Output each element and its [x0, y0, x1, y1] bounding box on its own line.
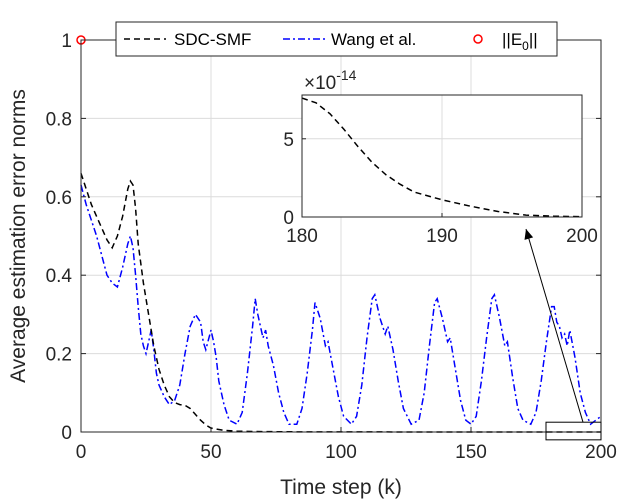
inset-x-tick-label: 190 — [426, 226, 458, 247]
inset-x-tick-label: 180 — [286, 226, 318, 247]
zoom-arrow-head — [524, 229, 534, 240]
inset-exponent-base: ×10 — [304, 73, 336, 94]
series-line-sdc-smf — [80, 173, 601, 433]
zoom-box — [545, 421, 602, 441]
legend-label-e0: ||E0|| — [502, 30, 538, 53]
legend-items: SDC-SMF Wang et al. ||E0|| — [124, 30, 538, 53]
x-tick-label: 200 — [585, 442, 617, 463]
y-tick-label: 0.8 — [46, 109, 72, 130]
inset-ticks: 180 190 200 0 5 — [283, 130, 597, 247]
y-tick-label: 0.2 — [46, 345, 72, 366]
legend-swatch-e0 — [473, 34, 483, 44]
inset-plot: 180 190 200 0 5 ×10-14 — [283, 67, 597, 247]
x-tick-label: 50 — [200, 442, 221, 463]
y-tick-label: 0 — [61, 423, 72, 444]
y-axis-title: Average estimation error norms — [7, 89, 30, 383]
y-tick-label: 0.4 — [46, 266, 73, 287]
legend-label-wang: Wang et al. — [331, 30, 416, 49]
inset-exponent-power: -14 — [336, 67, 356, 83]
inset-x-tick-label: 200 — [566, 226, 598, 247]
legend: SDC-SMF Wang et al. ||E0|| — [115, 21, 558, 57]
legend-label-e0-tail: || — [529, 30, 538, 49]
y-tick-label: 0.6 — [46, 188, 72, 209]
x-tick-label: 0 — [76, 442, 87, 463]
legend-box — [115, 21, 558, 57]
y-tick-label: 1 — [61, 31, 72, 52]
x-tick-label: 100 — [325, 442, 357, 463]
x-axis-title: Time step (k) — [280, 476, 402, 499]
series-line-wang-et-al — [80, 184, 602, 426]
inset-series-line-sdc-smf — [301, 97, 583, 218]
inset-y-tick-label: 0 — [283, 208, 294, 229]
x-tick-label: 150 — [455, 442, 487, 463]
legend-label-e0-main: ||E — [502, 30, 522, 49]
legend-label-e0-subscript: 0 — [522, 39, 529, 53]
legend-label-sdc-smf: SDC-SMF — [174, 30, 251, 49]
inset-y-tick-label: 5 — [283, 130, 294, 151]
zoom-arrow-line — [525, 228, 584, 423]
zoom-region — [524, 228, 602, 441]
inset-exponent-label: ×10-14 — [304, 67, 357, 94]
inset-series-layer — [301, 97, 583, 218]
